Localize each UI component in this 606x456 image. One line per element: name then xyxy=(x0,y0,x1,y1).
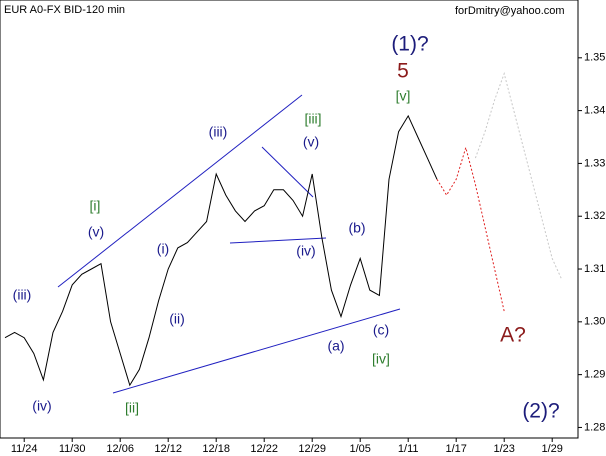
x-tick-label: 1/17 xyxy=(445,443,466,455)
wave-label: (iii) xyxy=(209,124,228,140)
price-line xyxy=(4,114,438,387)
wave-label: (v) xyxy=(88,224,104,240)
wave-label: (2)? xyxy=(522,400,559,423)
plot-frame xyxy=(0,0,579,439)
trend-lines xyxy=(57,94,401,394)
price-line xyxy=(474,71,563,280)
x-tick-label: 12/22 xyxy=(250,443,278,455)
y-tick-label: 1.29 xyxy=(584,369,605,381)
wave-label: (i) xyxy=(157,241,169,257)
x-tick-label: 1/05 xyxy=(349,443,370,455)
wave-label: 5 xyxy=(397,60,409,83)
x-tick-label: 12/29 xyxy=(298,443,326,455)
x-tick-label: 1/23 xyxy=(493,443,514,455)
wave-label: (iv) xyxy=(296,243,315,259)
x-tick-label: 1/29 xyxy=(541,443,562,455)
y-tick-label: 1.28 xyxy=(584,421,605,433)
y-tick-label: 1.31 xyxy=(584,263,605,275)
x-tick-label: 1/11 xyxy=(398,443,419,455)
wave-label: (iv) xyxy=(32,398,51,414)
wave-label: (a) xyxy=(327,338,344,354)
trend-line xyxy=(261,146,314,198)
wave-label: [i] xyxy=(90,198,101,214)
wave-label: [v] xyxy=(396,88,411,104)
wave-label: (c) xyxy=(373,322,389,338)
y-tick-label: 1.33 xyxy=(584,157,605,169)
wave-label: (v) xyxy=(303,134,319,150)
wave-label: [iii] xyxy=(304,111,321,127)
wave-label: [iv] xyxy=(372,351,390,367)
trend-line xyxy=(229,237,327,244)
wave-label: A? xyxy=(500,324,526,347)
watermark: forDmitry@yahoo.com xyxy=(455,5,565,17)
price-line xyxy=(436,145,505,312)
y-tick-label: 1.32 xyxy=(584,210,605,222)
wave-label: (iii) xyxy=(13,287,32,303)
y-tick-label: 1.35 xyxy=(584,52,605,64)
x-tick-label: 11/24 xyxy=(11,443,38,455)
wave-label: (b) xyxy=(348,220,365,236)
wave-label: (ii) xyxy=(169,311,185,327)
wave-label: (1)? xyxy=(391,33,428,56)
chart-title: EUR A0-FX BID-120 min xyxy=(4,4,125,16)
wave-label: [ii] xyxy=(125,400,139,416)
x-tick-label: 11/30 xyxy=(59,443,86,455)
x-tick-label: 12/06 xyxy=(106,443,134,455)
trend-line xyxy=(112,308,401,394)
x-tick-label: 12/12 xyxy=(154,443,182,455)
y-tick-label: 1.34 xyxy=(584,105,605,117)
y-tick-label: 1.30 xyxy=(584,316,605,328)
trend-line xyxy=(57,94,303,288)
x-tick-label: 12/18 xyxy=(202,443,230,455)
